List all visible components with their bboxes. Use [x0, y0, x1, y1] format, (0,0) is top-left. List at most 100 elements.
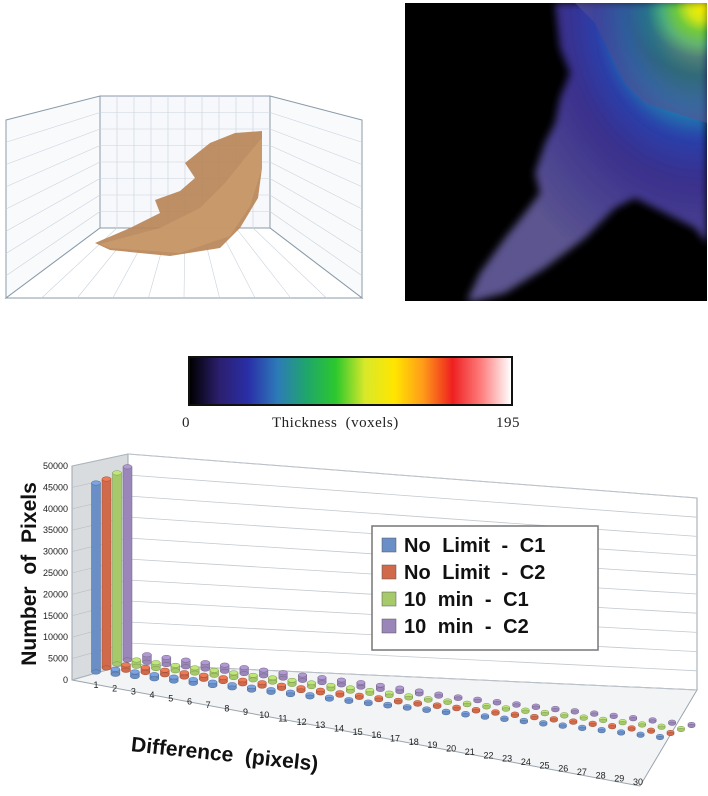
bar: [492, 699, 502, 706]
bar: [305, 692, 315, 700]
bar-chart-3d: 0 5000 10000 15000 20000 25000 30000 35000 40000…: [18, 453, 698, 787]
bar: [200, 660, 210, 672]
colorbar-min-label: 0: [182, 415, 190, 431]
bar: [560, 712, 569, 719]
bar: [540, 709, 549, 717]
legend-swatch: [381, 564, 397, 580]
bar: [161, 654, 172, 668]
y-tick-label: 25000: [43, 568, 68, 578]
bar: [209, 667, 219, 678]
bar: [608, 723, 617, 730]
bar: [188, 677, 198, 686]
bar: [549, 716, 558, 723]
bar: [491, 709, 500, 716]
bar: [558, 722, 567, 729]
bar: [471, 707, 481, 714]
bar: [414, 688, 424, 697]
x-tick-label: 15: [353, 727, 363, 737]
y-tick-label: 40000: [43, 504, 68, 514]
bar: [570, 708, 579, 715]
bar: [413, 700, 422, 707]
x-tick-label: 29: [614, 774, 624, 784]
legend-entry: No Limit - C2: [404, 562, 545, 584]
bar: [512, 701, 521, 708]
bar: [239, 665, 249, 677]
bar: [374, 695, 384, 703]
x-tick-label: 23: [502, 754, 512, 764]
colorbar-max-label: 195: [496, 415, 520, 431]
bar: [169, 674, 179, 684]
bar: [160, 667, 170, 678]
thickness-heatmap: [405, 3, 707, 301]
bar: [296, 685, 306, 694]
bar: [316, 687, 325, 696]
bar: [473, 696, 482, 704]
x-tick-label: 24: [521, 757, 531, 767]
bar: [364, 699, 373, 707]
bar: [452, 704, 461, 712]
bar: [140, 665, 151, 676]
volume-render-3d-box: [4, 95, 364, 300]
bar: [443, 698, 452, 705]
bar: [142, 652, 152, 665]
bar: [277, 682, 286, 691]
y-tick-label: 20000: [43, 589, 68, 599]
bar: [101, 476, 112, 671]
bar: [220, 662, 230, 674]
bar: [441, 708, 451, 716]
bar: [385, 690, 394, 699]
bar: [668, 719, 676, 726]
y-tick-label: 45000: [43, 482, 68, 492]
x-tick-label: 4: [150, 690, 155, 700]
bar: [298, 672, 307, 683]
x-tick-label: 26: [558, 764, 568, 774]
legend-entry: No Limit - C1: [404, 535, 545, 557]
bar: [617, 729, 625, 736]
bar: [287, 677, 297, 687]
bar: [519, 717, 528, 725]
legend-entry: 10 min - C1: [404, 589, 529, 611]
legend-swatch: [381, 591, 397, 607]
bar: [247, 684, 257, 693]
bar: [122, 464, 133, 663]
bar: [259, 667, 269, 679]
bar: [569, 718, 578, 725]
bar: [687, 722, 696, 728]
x-tick-label: 9: [243, 707, 248, 717]
legend: No Limit - C1 No Limit - C2 10 min - C1 10 …: [371, 525, 599, 651]
bar: [268, 675, 278, 685]
bar: [609, 712, 618, 719]
bar: [521, 707, 530, 714]
bar: [539, 720, 548, 727]
bar: [91, 480, 101, 675]
bar: [627, 725, 636, 732]
x-tick-label: 7: [206, 700, 211, 710]
bar: [531, 703, 540, 710]
bar: [501, 705, 511, 712]
bar: [326, 682, 336, 692]
y-tick-label: 15000: [43, 611, 68, 621]
bar: [227, 682, 237, 691]
bar: [551, 705, 560, 713]
bar: [130, 669, 140, 680]
x-tick-label: 28: [596, 770, 606, 780]
bar: [335, 690, 345, 698]
bar: [121, 662, 131, 673]
bar: [530, 713, 539, 721]
bar: [462, 700, 472, 708]
bar: [510, 711, 519, 718]
bar: [500, 715, 509, 722]
bar: [579, 714, 588, 721]
y-tick-label: 0: [63, 675, 68, 685]
x-axis-label: Difference (pixels): [130, 733, 319, 776]
bar: [266, 687, 276, 695]
bar: [307, 680, 316, 690]
bar: [432, 702, 442, 709]
x-tick-label: 18: [409, 737, 419, 747]
bar: [395, 685, 405, 695]
x-tick-label: 13: [315, 720, 325, 730]
x-tick-label: 5: [168, 693, 173, 703]
bar: [404, 693, 413, 701]
bar: [648, 717, 657, 724]
legend-box: [371, 525, 599, 651]
